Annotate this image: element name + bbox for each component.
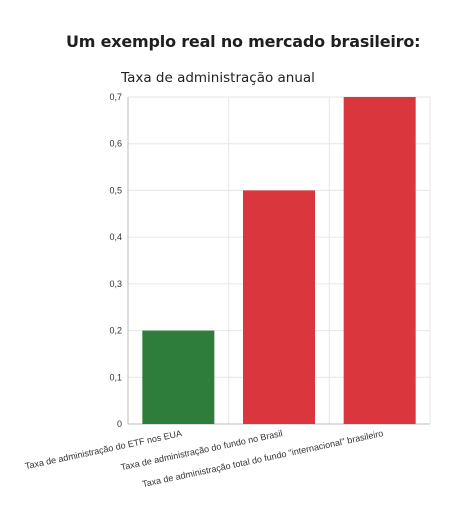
page-heading: Um exemplo real no mercado brasileiro:: [66, 32, 421, 51]
x-axis-categories: Taxa de administração do ETF nos EUATaxa…: [24, 428, 384, 489]
bar-3: [343, 97, 416, 424]
y-tick-label: 0,5: [109, 185, 122, 195]
y-tick-label: 0,6: [109, 139, 122, 149]
y-tick-label: 0,7: [109, 92, 122, 102]
y-tick-label: 0,1: [109, 372, 122, 382]
y-axis-ticks: 0 0,1 0,2 0,3 0,4 0,5 0,6 0,7: [109, 92, 122, 429]
y-tick-label: 0,4: [109, 232, 122, 242]
x-category-label: Taxa de administração do ETF nos EUA: [24, 428, 183, 471]
y-tick-label: 0: [117, 419, 122, 429]
chart-title: Taxa de administração anual: [120, 70, 315, 86]
bar-1: [142, 330, 215, 424]
bar-2: [243, 190, 315, 424]
bars: [142, 97, 416, 424]
y-tick-label: 0,3: [109, 279, 122, 289]
y-tick-label: 0,2: [109, 326, 122, 336]
